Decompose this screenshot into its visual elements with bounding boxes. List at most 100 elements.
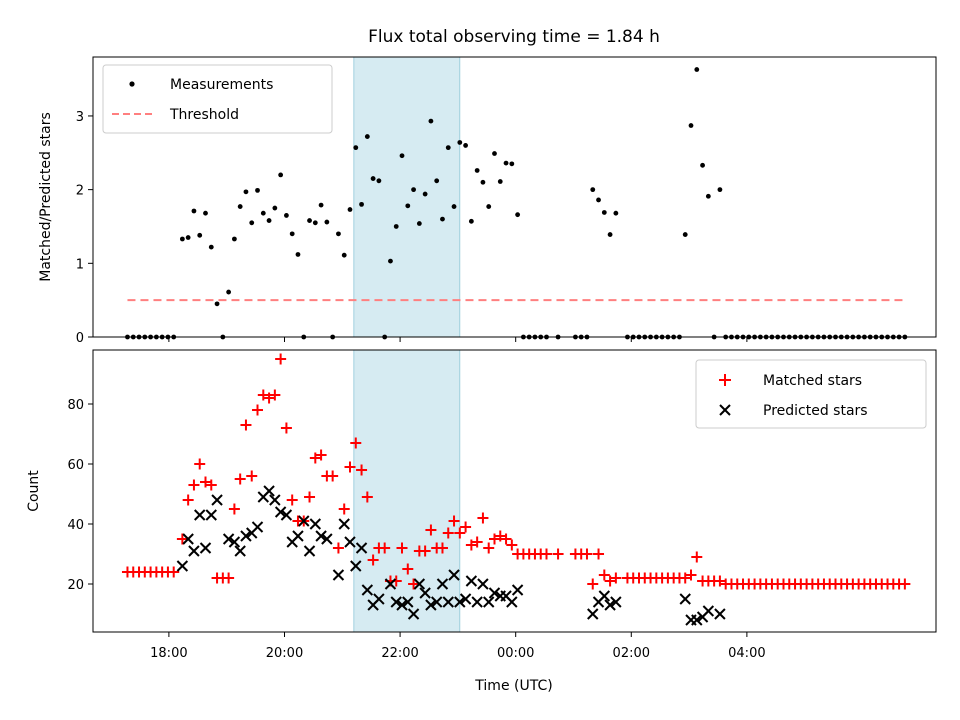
measurement-point <box>272 205 278 211</box>
y-tick-label-1-0: 20 <box>67 578 84 593</box>
measurement-point <box>359 201 364 207</box>
matched-star-point <box>396 542 408 554</box>
chart-title: Flux total observing time = 1.84 h <box>368 27 660 47</box>
predicted-star-point <box>587 608 599 620</box>
measurement-point <box>474 168 480 173</box>
legend-matched-marker <box>719 374 731 386</box>
predicted-star-point <box>373 593 385 605</box>
measurement-point <box>203 210 208 216</box>
measurement-point <box>214 301 220 307</box>
matched-star-point <box>419 545 431 557</box>
x-tick-label-0: 18:00 <box>150 646 187 661</box>
matched-star-point <box>361 491 373 503</box>
measurement-point <box>393 224 399 229</box>
bottom-x-ticks: 18:00 20:00 22:00 00:00 02:00 04:00 <box>150 632 766 661</box>
matched-star-point <box>304 491 316 503</box>
predicted-star-point <box>598 590 611 602</box>
predicted-star-point <box>396 599 408 611</box>
measurement-point <box>451 204 457 209</box>
measurement-point <box>226 289 232 295</box>
predicted-star-point <box>471 596 483 608</box>
matched-star-point <box>188 479 200 491</box>
predicted-star-point <box>309 518 322 530</box>
matched-star-point <box>338 503 350 515</box>
measurement-point <box>590 187 596 193</box>
predicted-star-point <box>292 530 304 542</box>
top-legend: Measurements Threshold <box>102 64 333 134</box>
matched-star-point <box>315 449 327 461</box>
predicted-star-point <box>176 560 189 572</box>
matched-star-point <box>442 527 454 539</box>
measurement-point <box>434 178 440 184</box>
legend-measurements-label: Measurements <box>170 77 273 93</box>
y-tick-label-0-0: 0 <box>76 331 84 346</box>
predicted-star-point <box>350 560 362 572</box>
matched-star-point <box>581 548 593 560</box>
measurement-point <box>312 220 318 226</box>
matched-star-point <box>604 575 616 587</box>
matched-star-point <box>460 521 472 533</box>
measurement-point <box>237 204 243 209</box>
y-tick-label-0-2: 2 <box>76 184 84 199</box>
matched-star-point <box>286 494 298 506</box>
matched-star-point <box>309 452 321 464</box>
bottom-highlight-span <box>353 349 461 633</box>
predicted-star-point <box>691 614 703 626</box>
predicted-star-point <box>402 596 414 608</box>
bottom-legend: Matched stars Predicted stars <box>695 359 927 429</box>
matched-star-point <box>679 572 691 584</box>
measurement-point <box>509 161 515 167</box>
matched-star-point <box>477 512 489 524</box>
measurement-point <box>388 258 393 264</box>
matched-star-point <box>500 533 512 545</box>
measurement-point <box>347 207 353 212</box>
measurement-point <box>179 236 185 242</box>
measurement-point <box>613 210 619 216</box>
measurement-point <box>260 210 266 216</box>
predicted-star-point <box>413 578 426 590</box>
matched-star-point <box>402 563 414 575</box>
matched-star-point <box>379 542 391 554</box>
predicted-star-point <box>459 593 472 605</box>
predicted-star-point <box>407 608 420 620</box>
top-panel: 0 1 2 3 Matched/Predicted stars Measurement… <box>38 56 937 346</box>
matched-star-point <box>327 470 339 482</box>
predicted-star-point <box>344 536 356 548</box>
matched-star-point <box>257 389 269 401</box>
measurement-point <box>480 179 486 185</box>
matched-star-point <box>356 464 368 476</box>
top-highlight-span <box>353 56 461 338</box>
predicted-star-point <box>240 530 252 542</box>
measurement-point <box>503 160 509 166</box>
legend-predicted-label: Predicted stars <box>763 403 868 419</box>
predicted-star-point <box>355 542 368 554</box>
measurement-point <box>607 232 613 237</box>
matched-star-point <box>246 470 258 482</box>
measurement-point <box>324 219 330 225</box>
predicted-star-point <box>488 587 501 599</box>
matched-star-point <box>367 554 379 566</box>
matched-star-point <box>541 548 553 560</box>
measurement-point <box>694 67 700 72</box>
predicted-star-point <box>483 596 495 608</box>
measurement-point <box>318 202 324 208</box>
predicted-star-point <box>211 494 223 506</box>
measurement-point <box>440 216 445 222</box>
matched-star-point <box>332 542 344 554</box>
measurement-point <box>370 176 376 181</box>
measurement-point <box>364 134 370 139</box>
measurement-point <box>353 145 359 151</box>
matched-star-point <box>176 533 188 545</box>
predicted-star-point <box>321 533 333 545</box>
matched-star-point <box>240 419 252 431</box>
measurement-point <box>231 236 237 242</box>
matched-star-point <box>263 392 275 404</box>
matched-star-point <box>593 548 605 560</box>
matched-star-point <box>471 536 483 548</box>
measurement-point <box>717 187 723 193</box>
predicted-star-point <box>390 596 402 608</box>
measurement-point <box>266 218 272 223</box>
measurement-point <box>289 231 295 237</box>
x-tick-label-4: 02:00 <box>613 646 650 661</box>
